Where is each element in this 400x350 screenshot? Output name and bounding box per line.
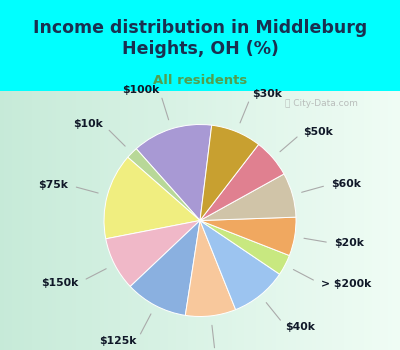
Wedge shape — [200, 217, 296, 256]
Text: ⓘ City-Data.com: ⓘ City-Data.com — [285, 99, 358, 108]
Text: $50k: $50k — [303, 127, 333, 136]
Text: $100k: $100k — [122, 85, 160, 95]
Text: $10k: $10k — [74, 119, 103, 130]
Wedge shape — [136, 125, 212, 220]
Text: $30k: $30k — [252, 89, 282, 99]
Wedge shape — [200, 145, 284, 220]
Wedge shape — [185, 220, 236, 316]
Text: $60k: $60k — [331, 179, 361, 189]
Wedge shape — [106, 220, 200, 286]
Text: $150k: $150k — [42, 278, 79, 288]
Text: Income distribution in Middleburg
Heights, OH (%): Income distribution in Middleburg Height… — [33, 19, 367, 58]
Text: $75k: $75k — [38, 180, 68, 190]
Wedge shape — [200, 174, 296, 220]
Text: $125k: $125k — [99, 336, 137, 346]
Wedge shape — [130, 220, 200, 315]
Text: > $200k: > $200k — [321, 279, 371, 289]
Text: $20k: $20k — [334, 238, 364, 248]
Text: $40k: $40k — [286, 322, 316, 331]
Text: All residents: All residents — [153, 74, 247, 87]
Wedge shape — [200, 220, 280, 310]
Wedge shape — [104, 157, 200, 239]
Wedge shape — [200, 125, 258, 220]
Wedge shape — [128, 149, 200, 220]
Wedge shape — [200, 220, 289, 274]
